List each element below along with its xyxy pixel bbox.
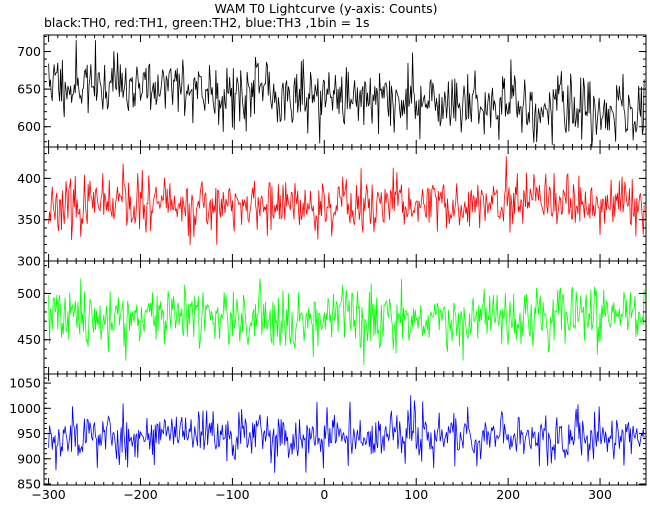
x-tick-label: 0	[320, 487, 328, 502]
y-tick-label: 350	[17, 212, 41, 227]
panel-frame	[43, 373, 647, 486]
panel-th0: 600 650 700	[17, 34, 647, 148]
panel-th3: 850 900 950 1000 1050	[9, 373, 647, 491]
y-tick-label: 850	[17, 476, 41, 491]
chart-subtitle: black:TH0, red:TH1, green:TH2, blue:TH3 …	[44, 15, 370, 30]
panels-group: 600 650 700 300 350 400 450 500 850 900 950 1000 105…	[9, 34, 647, 491]
y-tick-label: 950	[17, 426, 41, 441]
y-tick-label: 450	[17, 332, 41, 347]
y-tick-label: 650	[17, 82, 41, 97]
series-line-th1	[48, 156, 645, 246]
chart-title: WAM T0 Lightcurve (y-axis: Counts)	[214, 1, 437, 16]
x-tick-label: 100	[404, 487, 428, 502]
y-tick-label: 600	[17, 119, 41, 134]
series-line-th0	[48, 40, 645, 147]
y-tick-label: 400	[17, 171, 41, 186]
y-tick-label: 900	[17, 451, 41, 466]
panel-th1: 300 350 400	[17, 146, 647, 269]
y-tick-label: 700	[17, 44, 41, 59]
y-tick-label: 500	[17, 286, 41, 301]
y-tick-label: 1050	[9, 376, 41, 391]
series-line-th3	[48, 395, 645, 473]
x-tick-label: 300	[588, 487, 612, 502]
x-tick-label: −300	[31, 487, 65, 502]
x-tick-label: 200	[496, 487, 520, 502]
x-axis: −300 −200 −100 0 100 200 300	[31, 487, 612, 502]
panel-th2: 450 500	[17, 260, 647, 375]
y-tick-label: 300	[17, 254, 41, 269]
series-line-th2	[48, 278, 645, 365]
x-tick-label: −100	[215, 487, 249, 502]
x-tick-label: −200	[123, 487, 157, 502]
y-tick-label: 1000	[9, 401, 41, 416]
